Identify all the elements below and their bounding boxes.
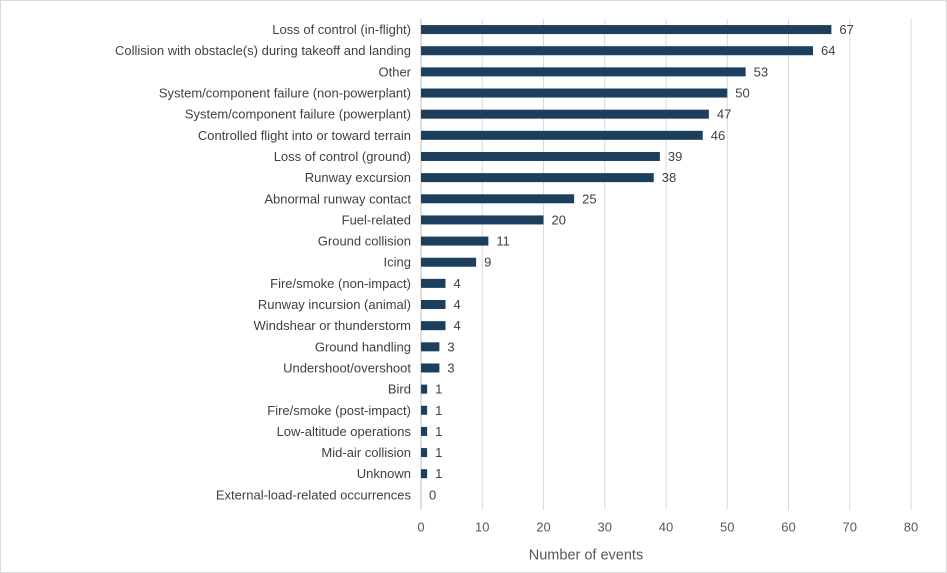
category-label: Runway incursion (animal) [258,297,411,312]
bar [421,130,703,140]
category-label: Abnormal runway contact [264,191,411,206]
bar [421,278,446,288]
x-tick-label: 20 [536,519,550,534]
bar [421,215,544,225]
x-tick-label: 60 [781,519,795,534]
x-tick-labels: 0 10 20 30 40 50 60 70 80 [417,519,918,534]
x-tick-label: 70 [843,519,857,534]
bar [421,426,428,436]
data-label: 64 [821,43,835,58]
category-label: Icing [384,255,411,270]
category-label: Bird [388,382,411,397]
x-tick-label: 80 [904,519,918,534]
x-tick-label: 50 [720,519,734,534]
bar [421,363,440,373]
bar [421,46,813,56]
data-label: 1 [435,466,442,481]
data-label: 4 [454,297,461,312]
bar [421,236,489,246]
bar [421,194,575,204]
category-label: System/component failure (non-powerplant… [159,86,411,101]
bar [421,109,709,119]
category-label: Mid-air collision [321,445,411,460]
category-label: Other [378,64,411,79]
bar [421,88,728,98]
category-label: Ground collision [318,234,411,249]
data-label: 38 [662,170,676,185]
data-label: 3 [447,339,454,354]
bar [421,151,660,161]
bar [421,448,428,458]
bar [421,300,446,310]
category-labels: Loss of control (in-flight) Collision wit… [115,22,412,502]
category-label: Fire/smoke (non-impact) [270,276,411,291]
x-tick-label: 10 [475,519,489,534]
category-label: Ground handling [315,339,411,354]
data-label: 9 [484,255,491,270]
category-label: External-load-related occurrences [216,487,412,502]
data-label: 1 [435,382,442,397]
data-label: 3 [447,360,454,375]
category-label: Loss of control (in-flight) [272,22,411,37]
data-label: 67 [839,22,853,37]
data-label: 4 [454,318,461,333]
category-label: Low-altitude operations [277,424,412,439]
category-label: Fuel-related [342,212,411,227]
category-label: Collision with obstacle(s) during takeof… [115,43,411,58]
data-label: 20 [552,212,566,227]
bar [421,173,654,183]
data-label: 53 [754,64,768,79]
bars [421,25,832,479]
bar [421,25,832,35]
category-label: Undershoot/overshoot [283,360,411,375]
category-label: Windshear or thunderstorm [253,318,411,333]
data-label: 0 [429,487,436,502]
gridlines [420,19,912,510]
data-label: 1 [435,424,442,439]
data-label: 11 [496,234,510,249]
bar [421,469,428,479]
bar [421,67,746,77]
category-label: Fire/smoke (post-impact) [267,403,411,418]
data-label: 4 [454,276,461,291]
bar [421,405,428,415]
data-label: 1 [435,445,442,460]
x-tick-label: 0 [417,519,424,534]
data-label: 1 [435,403,442,418]
category-label: Runway excursion [305,170,411,185]
bar [421,257,477,267]
data-label: 25 [582,191,596,206]
data-label: 39 [668,149,682,164]
x-tick-label: 30 [598,519,612,534]
category-label: Loss of control (ground) [274,149,411,164]
category-label: System/component failure (powerplant) [185,107,411,122]
bar [421,321,446,331]
category-label: Controlled flight into or toward terrain [198,128,411,143]
data-label: 46 [711,128,725,143]
category-label: Unknown [357,466,411,481]
x-tick-label: 40 [659,519,673,534]
data-label: 50 [735,86,749,101]
bar [421,342,440,352]
x-axis-title: Number of events [529,547,643,563]
data-label: 47 [717,107,731,122]
bar [421,384,428,394]
